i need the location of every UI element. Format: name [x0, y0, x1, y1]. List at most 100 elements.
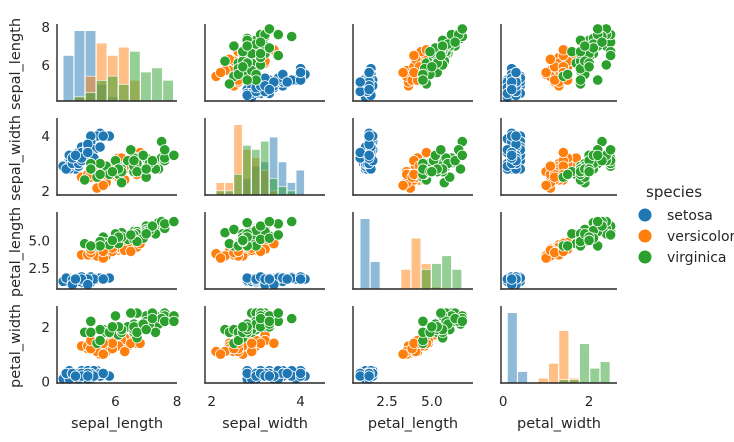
point-setosa — [69, 370, 82, 382]
point-virginica — [436, 40, 449, 52]
point-setosa — [82, 146, 94, 159]
point-setosa — [69, 273, 82, 285]
point-versicolor — [97, 348, 109, 360]
y-axis-label-sepal_width: sepal_width — [8, 115, 24, 201]
point-versicolor — [397, 348, 409, 360]
point-virginica — [94, 168, 106, 180]
point-virginica — [146, 155, 158, 167]
point-virginica — [85, 326, 97, 338]
point-virginica — [561, 168, 574, 180]
point-virginica — [435, 49, 447, 62]
point-virginica — [600, 59, 612, 71]
point-virginica — [604, 49, 617, 62]
point-versicolor — [397, 179, 409, 191]
hist-bar-virginica — [589, 367, 600, 384]
x-tick-label-petal_length: 5.0 — [421, 394, 442, 410]
point-virginica — [125, 229, 137, 241]
point-virginica — [223, 78, 235, 90]
point-setosa — [263, 370, 275, 382]
hist-bar-setosa — [359, 218, 371, 290]
hist-bar-virginica — [441, 255, 452, 290]
point-virginica — [255, 36, 267, 48]
hist-bar-virginica — [251, 149, 261, 196]
y-tick-label-petal_length: 2.5 — [29, 261, 50, 277]
point-virginica — [272, 49, 284, 62]
hist-bar-virginica — [107, 75, 119, 102]
point-versicolor — [268, 337, 280, 349]
point-setosa — [97, 367, 109, 379]
point-virginica — [94, 323, 106, 336]
point-virginica — [85, 315, 97, 327]
point-setosa — [294, 367, 307, 379]
point-virginica — [456, 149, 468, 161]
point-setosa — [506, 149, 518, 161]
panel-sepal_width-vs-petal_width — [500, 118, 617, 196]
panel-sepal_width-vs-sepal_width — [204, 118, 325, 196]
point-virginica — [263, 216, 275, 228]
panel-sepal_width-vs-sepal_length — [56, 118, 180, 196]
y-axis-label-petal_length: petal_length — [8, 207, 24, 297]
point-setosa — [97, 273, 109, 285]
point-virginica — [237, 61, 249, 73]
panel-petal_length-vs-petal_length — [352, 212, 473, 290]
point-virginica — [255, 47, 267, 60]
hist-bar-versicolor — [400, 269, 411, 290]
point-virginica — [241, 74, 253, 86]
x-axis-label-sepal_length: sepal_length — [71, 416, 163, 432]
point-virginica — [426, 321, 438, 333]
axis-labels-layer: 6 8 sepal_length 2 4 sepal_width 2.5 5.0 petal_l… — [8, 18, 601, 432]
y-tick-label-sepal_width: 4 — [41, 129, 50, 145]
point-virginica — [435, 307, 447, 319]
hist-bar-virginica — [260, 140, 270, 196]
hist-bar-virginica — [96, 80, 108, 102]
panel-sepal_width-vs-petal_length — [352, 118, 473, 196]
hist-bar-setosa — [507, 312, 518, 384]
point-virginica — [241, 217, 253, 229]
hist-bar-virginica — [421, 269, 432, 290]
hist-bar-virginica — [579, 343, 590, 384]
y-tick-label-sepal_length: 8 — [41, 20, 50, 36]
point-virginica — [417, 74, 429, 86]
point-virginica — [424, 46, 436, 58]
x-tick-label-petal_width: 2 — [585, 394, 594, 410]
x-tick-label-sepal_length: 6 — [111, 394, 120, 410]
point-versicolor — [215, 66, 227, 79]
hist-bar-setosa — [517, 371, 528, 384]
point-versicolor — [540, 179, 552, 191]
point-setosa — [363, 130, 375, 142]
point-setosa — [281, 273, 293, 285]
point-virginica — [85, 240, 97, 252]
x-tick-label-sepal_width: 4 — [296, 394, 305, 410]
panel-petal_length-vs-sepal_width — [204, 212, 325, 291]
hist-bar-virginica — [118, 84, 130, 102]
point-versicolor — [246, 337, 258, 349]
point-virginica — [592, 149, 604, 161]
hist-bar-virginica — [451, 269, 462, 290]
x-axis-label-petal_width: petal_width — [517, 416, 601, 432]
point-virginica — [140, 228, 152, 240]
panel-sepal_length-vs-sepal_length — [56, 24, 177, 102]
point-virginica — [272, 229, 284, 241]
x-tick-label-petal_width: 0 — [499, 394, 508, 410]
point-setosa — [263, 273, 275, 285]
y-tick-label-petal_width: 0 — [41, 375, 50, 391]
hist-bar-virginica — [431, 263, 442, 290]
point-virginica — [263, 23, 275, 35]
point-virginica — [116, 177, 128, 189]
point-virginica — [106, 321, 119, 333]
legend: species setosa versicolor virginica — [638, 183, 734, 266]
hist-bar-virginica — [242, 145, 252, 196]
point-virginica — [237, 234, 249, 246]
point-virginica — [592, 74, 604, 86]
point-virginica — [137, 149, 149, 161]
legend-marker-versicolor — [638, 229, 652, 243]
point-virginica — [109, 310, 122, 322]
hist-bar-virginica — [162, 80, 174, 102]
panel-sepal_length-vs-sepal_width — [204, 23, 325, 103]
hist-bar-virginica — [85, 92, 97, 102]
point-virginica — [140, 323, 152, 336]
point-virginica — [241, 40, 253, 52]
point-setosa — [281, 367, 293, 379]
point-setosa — [263, 84, 275, 96]
